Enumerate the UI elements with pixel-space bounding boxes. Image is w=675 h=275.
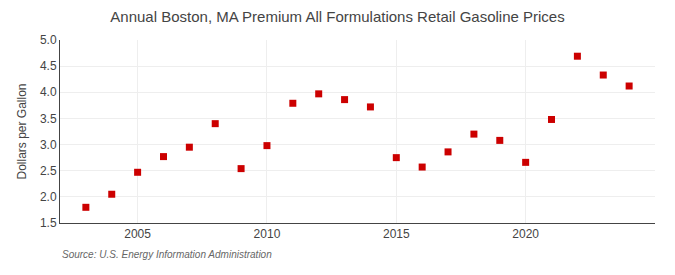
svg-text:2.0: 2.0 [40,190,57,204]
svg-text:Annual Boston, MA Premium All: Annual Boston, MA Premium All Formulatio… [110,8,564,25]
svg-text:2005: 2005 [124,227,151,241]
svg-text:4.0: 4.0 [40,85,57,99]
svg-text:3.0: 3.0 [40,138,57,152]
svg-text:2.5: 2.5 [40,164,57,178]
svg-text:4.5: 4.5 [40,59,57,73]
svg-text:2020: 2020 [512,227,539,241]
svg-text:5.0: 5.0 [40,33,57,47]
svg-text:2015: 2015 [383,227,410,241]
svg-text:2010: 2010 [254,227,281,241]
svg-text:1.5: 1.5 [40,216,57,230]
svg-text:Source: U.S. Energy Informatio: Source: U.S. Energy Information Administ… [62,249,272,260]
svg-text:3.5: 3.5 [40,112,57,126]
svg-text:Dollars per Gallon: Dollars per Gallon [15,83,29,179]
